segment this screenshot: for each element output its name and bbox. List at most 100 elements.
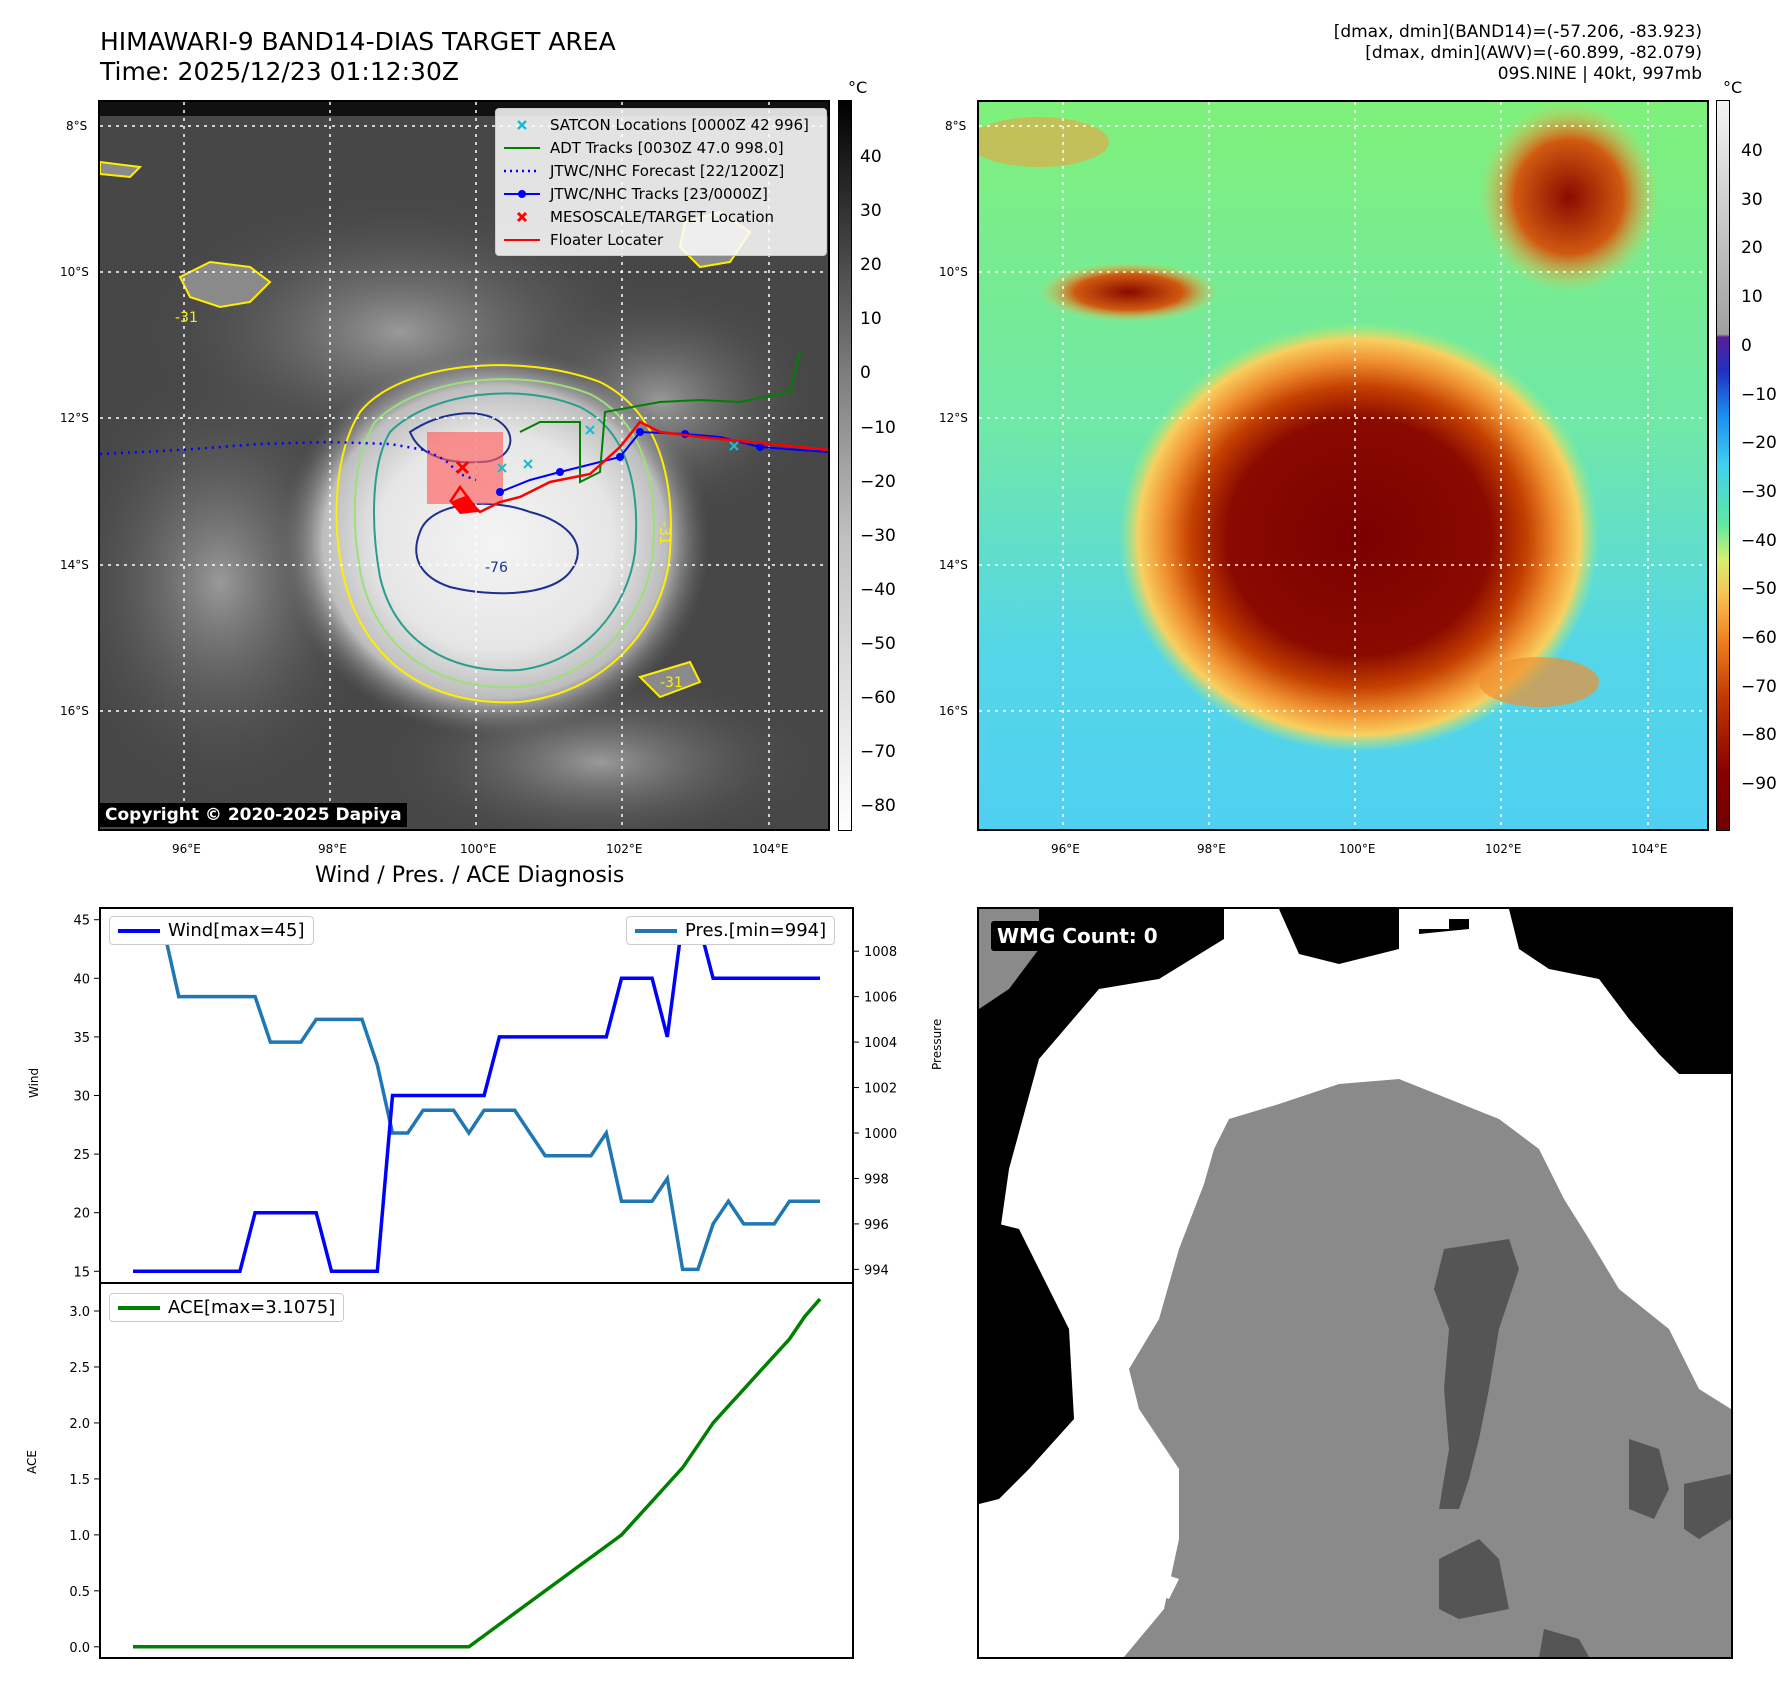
colorbar-right: [1716, 100, 1730, 831]
lon-label-left-3: 100°E: [460, 842, 497, 856]
wind-legend: Wind[max=45]: [109, 916, 314, 945]
colorbar-right-tick: −30: [1741, 481, 1777, 502]
wind-line-tick-label: 35: [73, 1031, 90, 1046]
diagnosis-chart: 15 20 25 30 35 40 45 994 996 998 1000 1002 1004 1006…: [69, 907, 897, 1659]
wmg-classification-map: WMG Count: 0: [977, 907, 1733, 1659]
colorbar-left-tick: 20: [860, 255, 882, 276]
ace-line-tick-label: 1.5: [69, 1473, 90, 1488]
wind-axis-label: Wind: [27, 1067, 41, 1098]
pressure-legend-swatch: [635, 928, 677, 933]
colorbar-left-tick: −70: [860, 742, 896, 763]
colorbar-right-tick: 20: [1741, 238, 1763, 259]
ace-line-tick-label: 1.0: [69, 1529, 90, 1544]
lon-label-left-2: 98°E: [318, 842, 347, 856]
awv-map-image: [979, 102, 1707, 829]
lon-label-right-1: 96°E: [1051, 842, 1080, 856]
ace-line-tick-label: 3.0: [69, 1305, 90, 1320]
ace-line-tick-label: 2.5: [69, 1361, 90, 1376]
info-line2: [dmax, dmin](AWV)=(-60.899, -82.079): [1365, 43, 1702, 63]
contour-label-1: -31: [175, 310, 198, 326]
colorbar-left-tick: 0: [860, 363, 871, 384]
pres-line-tick-label: 998: [864, 1172, 889, 1187]
wmg-count-label: WMG Count: 0: [991, 921, 1164, 951]
legend-item-floater: Floater Locater: [504, 230, 664, 249]
wind-line-tick-label: 40: [73, 972, 90, 987]
colorbar-right-unit: °C: [1723, 78, 1743, 97]
contour-label-3: -31: [660, 675, 683, 691]
lat-label-left-1: 8°S: [66, 119, 88, 133]
figure-title-line2: Time: 2025/12/23 01:12:30Z: [100, 57, 459, 86]
colorbar-right-tick: −70: [1741, 676, 1777, 697]
colorbar-left-unit: °C: [848, 78, 868, 97]
wind-line-tick-label: 30: [73, 1090, 90, 1105]
wind-line-tick-label: 15: [73, 1265, 90, 1280]
lat-label-right-3: 12°S: [939, 411, 968, 425]
pressure-line: [133, 926, 820, 1272]
pres-line-tick-label: 994: [864, 1263, 889, 1278]
legend-item-satcon: SATCON Locations [0000Z 42 996]: [502, 113, 820, 136]
colorbar-left-tick: −50: [860, 633, 896, 654]
colorbar-left: [838, 100, 852, 831]
lat-label-left-2: 10°S: [60, 265, 89, 279]
colorbar-right-tick: −40: [1741, 530, 1777, 551]
contour-label-2: -31: [656, 522, 672, 545]
colorbar-left-tick: −20: [860, 471, 896, 492]
lat-label-left-5: 16°S: [60, 704, 89, 718]
ace-line-tick-label: 2.0: [69, 1417, 90, 1432]
pres-line-tick-label: 1002: [864, 1082, 897, 1097]
colorbar-left-tick: −30: [860, 525, 896, 546]
colorbar-right-tick: −60: [1741, 628, 1777, 648]
lon-label-left-1: 96°E: [172, 842, 201, 856]
contour-label-4: -76: [485, 560, 508, 576]
colorbar-left-tick: 30: [860, 201, 882, 222]
colorbar-left-tick: 10: [860, 309, 882, 330]
colorbar-left-tick: −40: [860, 579, 896, 600]
target-x-marker: [455, 460, 470, 475]
ir-satellite-map: -31 -31 -31 -76 Copyright © 2020-2025 Da…: [98, 100, 830, 831]
ace-line-tick-label: 0.0: [69, 1641, 90, 1656]
ace-line: [133, 1297, 822, 1649]
lat-label-right-1: 8°S: [945, 119, 967, 133]
wmg-image: [979, 909, 1731, 1657]
pressure-legend: Pres.[min=994]: [626, 916, 836, 945]
lat-label-left-3: 12°S: [60, 411, 89, 425]
legend-item-adt: ADT Tracks [0030Z 47.0 998.0]: [504, 138, 784, 157]
lon-label-left-5: 104°E: [752, 842, 789, 856]
ace-axis-label: ACE: [25, 1450, 39, 1474]
lat-label-right-2: 10°S: [939, 265, 968, 279]
lon-label-right-3: 100°E: [1339, 842, 1376, 856]
colorbar-right-tick: −50: [1741, 579, 1777, 600]
colorbar-right-tick: −80: [1741, 725, 1777, 746]
colorbar-left-tick: 40: [860, 147, 882, 167]
colorbar-right-tick: 30: [1741, 189, 1763, 210]
wind-line-tick-label: 25: [73, 1148, 90, 1163]
adt-track: [519, 351, 801, 484]
ace-line-tick-label: 0.5: [69, 1585, 90, 1600]
wind-line-tick-label: 20: [73, 1207, 90, 1222]
lon-label-left-4: 102°E: [606, 842, 643, 856]
colorbar-right-tick: −90: [1741, 774, 1777, 795]
info-line3: 09S.NINE | 40kt, 997mb: [1497, 64, 1702, 84]
pres-line-tick-label: 1000: [864, 1127, 897, 1142]
map-legend: SATCON Locations [0000Z 42 996] ADT Trac…: [495, 108, 827, 256]
legend-item-jtwc-tracks: JTWC/NHC Tracks [23/0000Z]: [502, 182, 820, 205]
wind-line-tick-label: 45: [73, 914, 90, 929]
colorbar-left-tick: −80: [860, 796, 896, 817]
colorbar-left-tick: −60: [860, 688, 896, 708]
colorbar-right-tick: 40: [1741, 141, 1763, 161]
lon-label-right-4: 102°E: [1485, 842, 1522, 856]
colorbar-right-tick: 10: [1741, 287, 1763, 308]
floater-track: [448, 420, 828, 514]
pres-line-tick-label: 996: [864, 1218, 889, 1233]
colorbar-right-tick: −10: [1741, 384, 1777, 405]
info-line1: [dmax, dmin](BAND14)=(-57.206, -83.923): [1333, 22, 1702, 42]
pres-line-tick-label: 1004: [864, 1036, 897, 1051]
figure-title-line1: HIMAWARI-9 BAND14-DIAS TARGET AREA: [100, 27, 616, 56]
pres-line-tick-label: 1006: [864, 991, 897, 1006]
ace-legend: ACE[max=3.1075]: [109, 1293, 345, 1322]
legend-item-forecast: JTWC/NHC Forecast [22/1200Z]: [504, 161, 785, 180]
ace-legend-swatch: [118, 1305, 160, 1310]
wind-line: [133, 917, 820, 1274]
pressure-axis-label: Pressure: [930, 1018, 944, 1070]
jtwc-forecast-track: [100, 440, 477, 482]
